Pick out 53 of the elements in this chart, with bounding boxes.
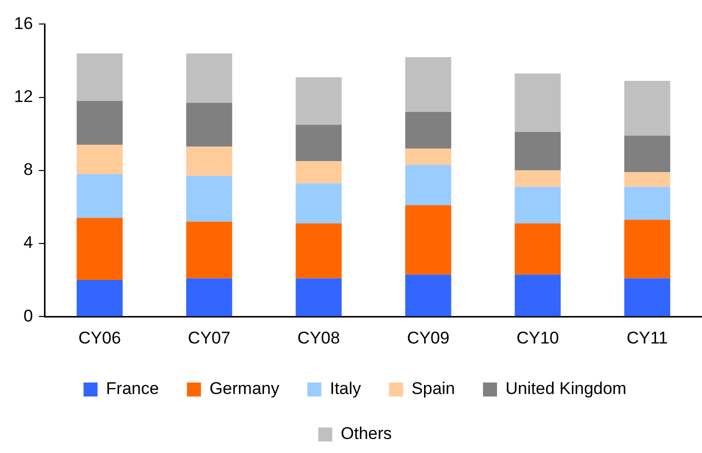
bar — [624, 186, 670, 220]
y-tick-label: 12 — [14, 86, 33, 106]
bar — [296, 77, 342, 125]
bar — [76, 218, 123, 280]
bar — [296, 124, 342, 162]
bar — [514, 186, 561, 224]
bar — [296, 161, 342, 184]
bar — [624, 136, 670, 172]
bar — [405, 274, 452, 316]
bar — [186, 176, 232, 222]
bar — [296, 183, 342, 224]
bar — [76, 280, 123, 316]
legend-label: France — [106, 379, 159, 398]
bar — [514, 74, 561, 132]
bar — [514, 170, 561, 187]
bar — [624, 80, 670, 136]
legend-label: Others — [340, 424, 392, 444]
y-tick-label: 16 — [14, 14, 33, 33]
y-tick-label: 4 — [23, 233, 33, 252]
bar — [186, 53, 232, 103]
legend-label: United Kingdom — [506, 379, 626, 398]
bar — [76, 53, 123, 101]
y-tick-label: 8 — [23, 160, 33, 180]
bar — [624, 172, 670, 187]
bar — [405, 57, 452, 112]
bar — [186, 102, 232, 147]
bar — [296, 223, 342, 278]
y-tick-label: 0 — [23, 306, 33, 326]
bar — [186, 278, 232, 316]
legend-label: Italy — [330, 379, 362, 398]
x-tick-label: CY10 — [516, 328, 559, 348]
bar — [76, 174, 123, 218]
bar — [186, 222, 232, 278]
x-tick-label: CY11 — [626, 328, 668, 348]
bar — [405, 205, 452, 275]
x-tick-label: CY08 — [297, 328, 340, 348]
x-tick-label: CY06 — [78, 328, 121, 348]
bar — [405, 164, 452, 206]
bar — [405, 148, 452, 165]
bar — [514, 132, 561, 170]
x-tick-label: CY07 — [188, 328, 230, 348]
bar — [405, 112, 452, 148]
x-tick-label: CY09 — [406, 328, 450, 348]
bar — [186, 146, 232, 176]
bar — [514, 274, 561, 316]
bar — [514, 223, 561, 275]
bar — [624, 278, 670, 316]
legend-label: Germany — [209, 379, 280, 398]
legend-label: Spain — [412, 379, 456, 398]
bar — [296, 278, 342, 316]
bar — [76, 144, 123, 174]
bar — [624, 220, 670, 278]
bar — [76, 100, 123, 145]
